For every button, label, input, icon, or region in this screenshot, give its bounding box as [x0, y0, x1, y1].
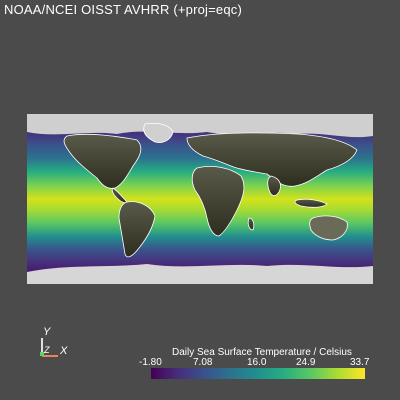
indonesia: [294, 198, 328, 208]
sst-map-svg: [27, 114, 373, 284]
arctic-ice: [27, 114, 373, 138]
sst-map[interactable]: [27, 114, 373, 284]
colorbar-tick: -1.80: [139, 357, 162, 368]
z-axis-label: Z: [44, 345, 50, 355]
africa: [191, 166, 245, 237]
greenland: [143, 122, 174, 143]
central-america: [111, 187, 128, 204]
colorbar-tick: 16.0: [247, 357, 267, 368]
south-america: [118, 201, 156, 258]
axes-glyph: [40, 338, 58, 357]
antarctica-ice: [27, 264, 373, 284]
colorbar-tick: 33.7: [350, 357, 370, 368]
window-title: NOAA/NCEI OISST AVHRR (+proj=eqc): [4, 2, 243, 17]
eurasia: [186, 132, 358, 187]
y-axis-label: Y: [43, 326, 51, 338]
colorbar-title: Daily Sea Surface Temperature / Celsius: [172, 347, 352, 358]
madagascar: [247, 217, 255, 231]
colorbar-tick: 7.08: [193, 357, 213, 368]
india: [267, 175, 281, 196]
orientation-axes: Y Z X: [30, 326, 80, 362]
north-america: [63, 133, 142, 189]
colorbar: [151, 368, 365, 379]
australia: [309, 215, 348, 241]
colorbar-tick: 24.9: [296, 357, 316, 368]
x-axis-label: X: [60, 345, 68, 357]
